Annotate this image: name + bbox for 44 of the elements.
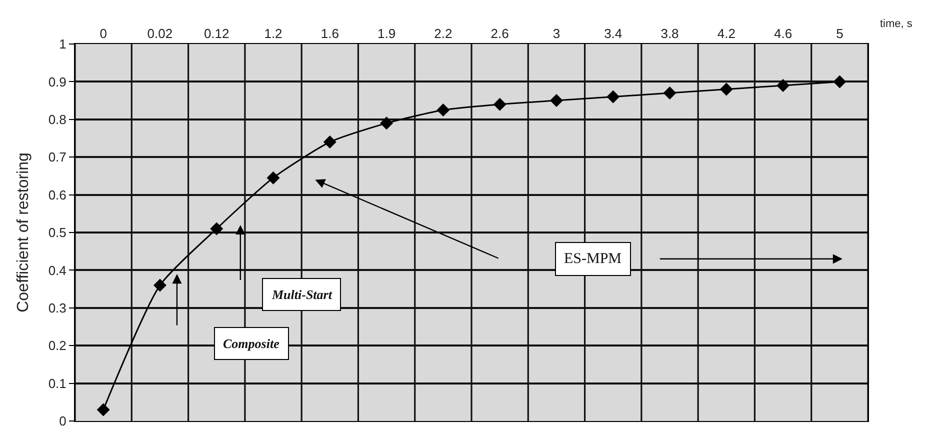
point [776, 78, 790, 92]
x-tick-label: 4.2 [717, 26, 736, 41]
y-tick-label: 0.8 [48, 112, 66, 127]
annotation: ES-MPM [564, 251, 622, 267]
annotation: Composite [223, 336, 280, 351]
point [720, 82, 733, 96]
point [153, 278, 166, 292]
point [96, 403, 110, 416]
x-tick-label: 2.2 [434, 26, 452, 41]
point [323, 136, 336, 149]
y-tick-label: 0.6 [48, 187, 66, 202]
x-tick-label: 3.8 [660, 26, 679, 41]
x-tick-label: 4.6 [774, 26, 792, 41]
x-tick-label: 3.4 [604, 26, 622, 41]
point [210, 222, 224, 236]
x-axis-title: time, s [880, 18, 913, 30]
y-tick-label: 0.2 [48, 338, 66, 354]
point [493, 98, 506, 111]
y-axis-title: Coefficient of restoring [15, 152, 32, 312]
y-tick-label: 0.3 [48, 300, 66, 316]
y-tick-label: 1 [59, 36, 66, 52]
y-tick-label: 0.5 [48, 225, 66, 240]
point [380, 116, 394, 130]
y-tick-label: 0.9 [48, 74, 66, 90]
y-tick-label: 0.7 [48, 150, 66, 165]
point [663, 86, 676, 100]
x-tick-label: 0.02 [147, 26, 173, 41]
x-tick-label: 1.2 [264, 26, 282, 41]
x-tick-label: 2.6 [490, 26, 509, 41]
x-tick-label: 1.9 [378, 26, 396, 41]
y-tick-label: 0.1 [48, 376, 66, 391]
point [550, 94, 563, 108]
point [606, 90, 620, 104]
y-tick-label: 0.4 [48, 262, 66, 278]
x-tick-label: 0 [100, 26, 107, 41]
point [266, 171, 280, 184]
point [436, 103, 450, 116]
x-tick-label: 0.12 [204, 26, 230, 41]
point [833, 75, 846, 88]
annotation: Multi-Start [271, 287, 332, 302]
y-tick-label: 0 [59, 414, 66, 429]
x-tick-label: 3 [552, 26, 560, 41]
x-tick-label: 5 [836, 26, 844, 41]
x-tick-label: 1.6 [320, 26, 339, 41]
